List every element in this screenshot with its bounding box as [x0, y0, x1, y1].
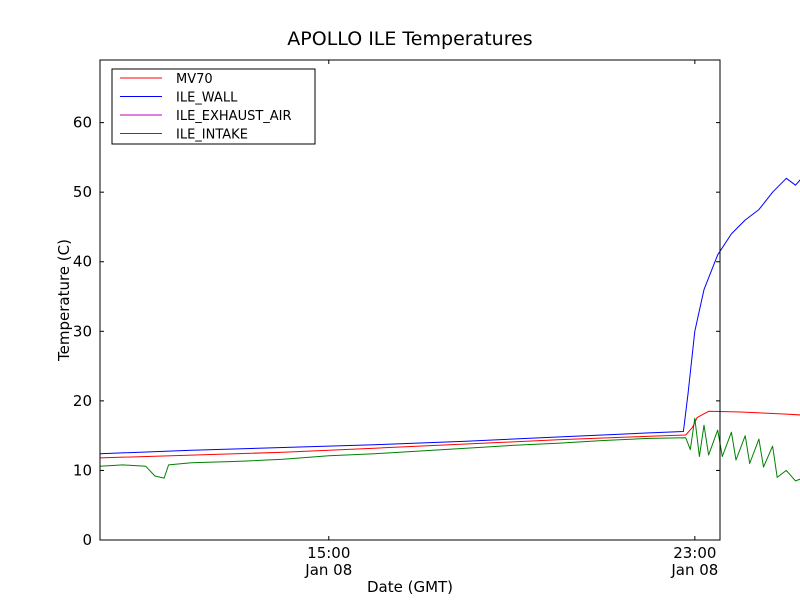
- y-tick-label-30: 30: [73, 322, 92, 340]
- y-tick-label-50: 50: [73, 183, 92, 201]
- x-tick-time-1: 23:00: [673, 544, 716, 562]
- x-tick-date-0: Jan 08: [304, 561, 352, 579]
- y-tick-label-40: 40: [73, 253, 92, 271]
- y-tick-label-0: 0: [82, 531, 92, 549]
- series-line-ile-wall: [99, 177, 800, 455]
- x-axis-title: Date (GMT): [367, 578, 453, 596]
- x-tick-time-0: 15:00: [307, 544, 350, 562]
- y-tick-label-60: 60: [73, 114, 92, 132]
- y-tick-label-10: 10: [73, 461, 92, 479]
- chart-title: APOLLO ILE Temperatures: [287, 28, 532, 50]
- series-line-mv70: [99, 410, 800, 459]
- x-tick-date-1: Jan 08: [670, 561, 718, 579]
- series-layer: [99, 177, 800, 482]
- legend-box: [111, 68, 316, 145]
- y-tick-label-20: 20: [73, 392, 92, 410]
- y-axis: 0 10 20 30 40 50 60: [73, 114, 720, 549]
- plot-frame: [99, 59, 721, 541]
- legend-label-mv70: MV70: [176, 72, 213, 87]
- legend-label-ile-wall: ILE_WALL: [176, 91, 238, 106]
- y-axis-title: Temperature (C): [55, 239, 73, 362]
- legend-label-ile-exhaust-air: ILE_EXHAUST_AIR: [176, 109, 292, 124]
- legend-label-ile-intake: ILE_INTAKE: [176, 128, 248, 143]
- series-line-ile-intake: [99, 417, 800, 482]
- legend: MV70 ILE_WALL ILE_EXHAUST_AIR ILE_INTAKE: [111, 68, 316, 145]
